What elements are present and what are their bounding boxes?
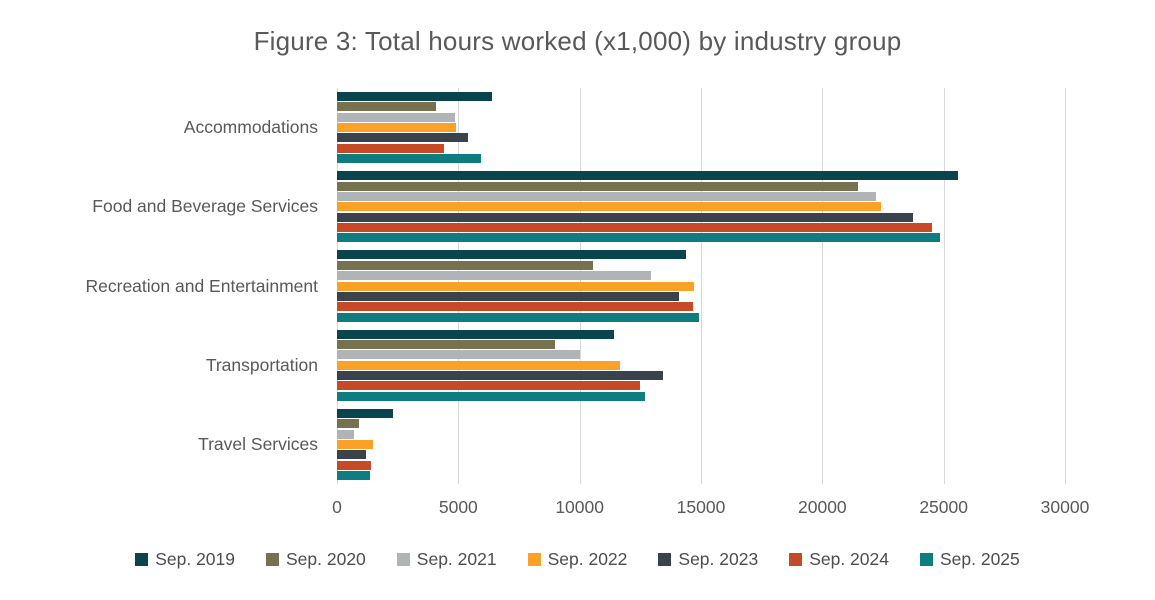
legend-item: Sep. 2024: [789, 549, 889, 570]
category-axis: Accommodations Food and Beverage Services…: [0, 88, 319, 484]
x-tick-label: 10000: [555, 497, 604, 517]
legend-item: Sep. 2025: [919, 549, 1020, 570]
legend-item: Sep. 2020: [266, 549, 366, 570]
x-tick-label: 30000: [1040, 497, 1090, 517]
category-label: Food and Beverage Services: [92, 196, 318, 217]
bar: [337, 339, 556, 349]
legend-item: Sep. 2019: [135, 549, 235, 570]
bar: [337, 202, 881, 212]
category-label: Travel Services: [198, 433, 318, 454]
bar: [337, 381, 641, 391]
legend-item: Sep. 2022: [527, 549, 628, 570]
bar: [337, 408, 393, 418]
legend-swatch-icon: [527, 553, 541, 566]
bar: [337, 143, 444, 153]
category-label: Accommodations: [183, 117, 318, 138]
bar-group: [337, 326, 1065, 405]
bar: [337, 391, 646, 401]
bar: [337, 191, 876, 201]
bar: [337, 291, 680, 301]
bar-groups: [337, 88, 1065, 484]
legend-item: Sep. 2021: [396, 549, 497, 570]
bar: [337, 102, 437, 112]
bar-group: [337, 167, 1065, 246]
bar: [337, 419, 359, 429]
legend-swatch-icon: [135, 553, 149, 566]
bar: [337, 223, 932, 233]
bar: [337, 439, 374, 449]
bar: [337, 181, 858, 191]
bar: [337, 233, 941, 243]
bar: [337, 350, 580, 360]
legend-swatch-icon: [266, 553, 279, 566]
x-tick-label: 15000: [676, 497, 726, 517]
value-axis: 0 5000 10000 15000 20000 25000 30000: [332, 497, 1089, 521]
bar: [337, 460, 371, 470]
bar-group: [337, 405, 1065, 484]
legend-swatch-icon: [396, 553, 410, 566]
bar: [337, 133, 469, 143]
bar: [337, 271, 652, 281]
grid-line: [943, 88, 945, 484]
bar: [337, 260, 593, 270]
bar: [337, 154, 482, 164]
legend-swatch-icon: [789, 553, 803, 566]
grid-line: [701, 88, 702, 484]
bar: [337, 123, 456, 133]
legend-item: Sep. 2023: [658, 549, 758, 570]
bar: [337, 302, 693, 312]
bar: [337, 429, 354, 439]
legend: Sep. 2019 Sep. 2020 Sep. 2021 Sep. 2022 Sep.…: [0, 549, 1155, 570]
legend-label: Sep. 2024: [809, 549, 889, 569]
legend-label: Sep. 2025: [939, 549, 1020, 569]
category-label: Transportation: [205, 354, 318, 375]
grid-line: [822, 88, 824, 484]
chart-title: Figure 3: Total hours worked (x1,000) by…: [253, 26, 902, 56]
bar: [337, 91, 493, 101]
legend-label: Sep. 2023: [678, 549, 759, 569]
bar: [337, 329, 614, 339]
plot-area: [337, 88, 1066, 484]
bar: [337, 312, 699, 322]
legend-label: Sep. 2021: [416, 549, 497, 569]
bar: [337, 171, 959, 181]
bar: [337, 450, 367, 460]
bar: [337, 471, 370, 481]
legend-label: Sep. 2020: [286, 549, 366, 569]
bar-group: [337, 88, 1065, 167]
category-label: Recreation and Entertainment: [85, 275, 319, 296]
bar: [337, 281, 694, 291]
x-tick-label: 20000: [797, 497, 847, 517]
grid-line: [1065, 88, 1066, 484]
legend-swatch-icon: [658, 553, 672, 566]
bar: [337, 371, 664, 381]
bar-group: [337, 246, 1065, 325]
legend-label: Sep. 2019: [155, 549, 235, 569]
legend-swatch-icon: [919, 553, 933, 566]
legend-label: Sep. 2022: [547, 549, 628, 569]
x-tick-label: 25000: [919, 497, 968, 517]
bar: [337, 250, 687, 260]
x-tick-label: 5000: [438, 497, 478, 517]
x-tick-label: 0: [332, 497, 342, 517]
bar: [337, 360, 620, 370]
bar: [337, 212, 914, 222]
bar: [337, 112, 455, 122]
